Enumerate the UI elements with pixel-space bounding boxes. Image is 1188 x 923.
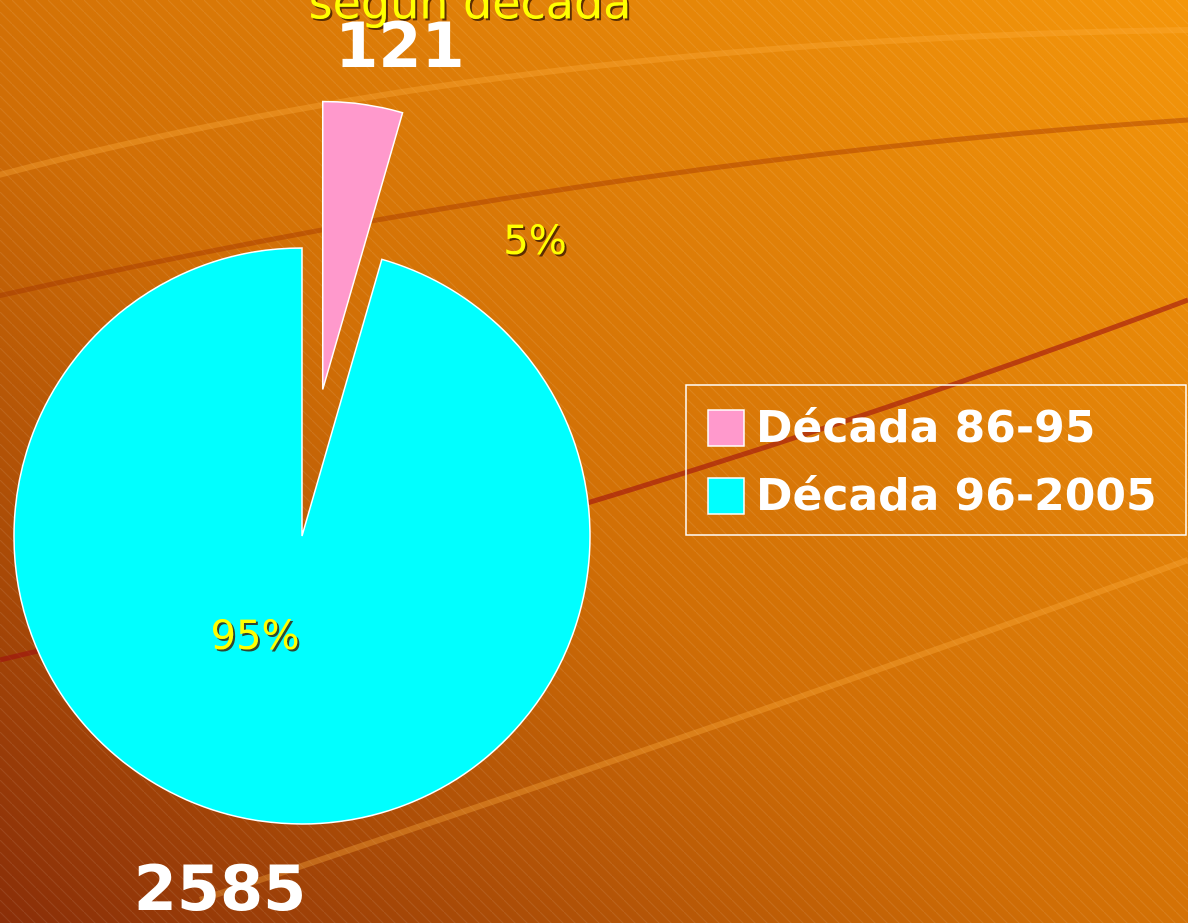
chart-title: según década <box>309 0 632 30</box>
value-label: 121 <box>335 9 464 82</box>
legend-label: Década 96-2005 <box>756 470 1157 521</box>
percent-label: 5% <box>503 218 566 264</box>
decor-arc <box>199 557 1188 903</box>
pie-slice <box>13 247 591 825</box>
value-label: 2585 <box>134 852 307 923</box>
legend-label: Década 86-95 <box>756 402 1095 453</box>
decor-arc <box>0 27 1188 178</box>
percent-label: 95% <box>211 613 300 659</box>
pie-slice <box>321 100 404 390</box>
legend-swatch <box>707 477 745 515</box>
legend-box <box>685 384 1187 536</box>
legend-swatch <box>707 409 745 447</box>
decor-arc <box>0 117 1188 299</box>
